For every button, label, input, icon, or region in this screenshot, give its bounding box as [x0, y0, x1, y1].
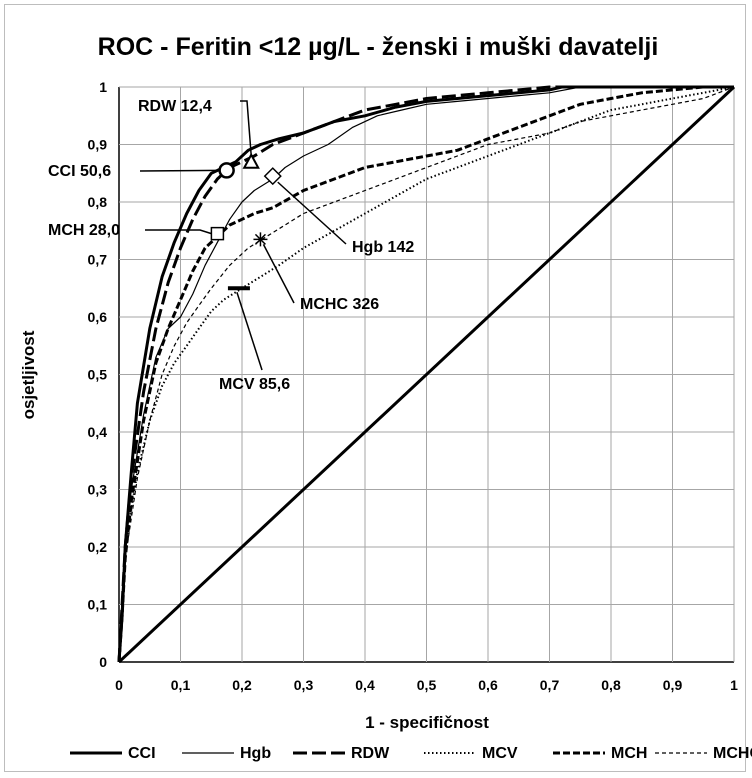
y-tick-label: 0,1 — [88, 597, 108, 613]
annotation-label: RDW 12,4 — [138, 98, 212, 115]
x-tick-label: 0,9 — [663, 677, 683, 693]
y-tick-label: 0,2 — [88, 539, 108, 555]
series-mchc — [118, 86, 735, 663]
annotation-leader — [277, 181, 347, 245]
legend: CCI Hgb RDW MCV MCH MCHC — [70, 745, 752, 762]
x-tick-labels: 0 0,1 0,2 0,3 0,4 0,5 0,6 0,7 0,8 0,9 1 — [115, 677, 738, 693]
chart-title: ROC - Feritin <12 µg/L - ženski i muški … — [98, 33, 659, 61]
x-tick-label: 0,1 — [171, 677, 191, 693]
legend-label-mchc: MCHC — [713, 745, 752, 762]
y-tick-label: 0,8 — [88, 194, 108, 210]
y-tick-label: 0,5 — [88, 367, 108, 383]
annotation-leader — [145, 229, 212, 235]
y-tick-label: 0,9 — [88, 137, 108, 153]
annotation-label: MCH 28,0 — [48, 222, 120, 239]
y-tick-label: 0,6 — [88, 309, 108, 325]
marker-circle — [218, 162, 235, 179]
annotation-label: Hgb 142 — [352, 239, 414, 256]
annotation-label: MCV 85,6 — [219, 376, 290, 393]
x-tick-label: 0 — [115, 677, 123, 693]
x-tick-label: 0,8 — [601, 677, 621, 693]
grid — [118, 86, 735, 663]
x-axis-label: 1 - specifičnost — [365, 713, 489, 732]
series-cci — [117, 85, 734, 663]
annotation-leader — [240, 100, 252, 156]
y-tick-label: 0,4 — [88, 424, 108, 440]
marker-star — [253, 232, 268, 247]
marker-diamond — [263, 167, 282, 186]
x-tick-label: 0,3 — [294, 677, 314, 693]
annotation-label: CCI 50,6 — [48, 163, 111, 180]
cutoff-markers — [210, 152, 282, 291]
series-mch — [117, 85, 734, 663]
annotation-label: MCHC 326 — [300, 296, 379, 313]
series-diagonal — [117, 85, 736, 664]
annotation-leader — [236, 292, 263, 371]
y-tick-label: 0 — [99, 654, 107, 670]
chart-frame — [4, 4, 746, 772]
y-axis-label: osjetljivost — [19, 330, 38, 419]
y-tick-label: 1 — [99, 79, 107, 95]
legend-label-rdw: RDW — [351, 745, 390, 762]
series-mcv — [118, 86, 735, 663]
x-tick-label: 0,6 — [478, 677, 498, 693]
legend-label-mcv: MCV — [482, 745, 518, 762]
marker-square — [210, 226, 225, 241]
y-tick-labels: 0 0,1 0,2 0,3 0,4 0,5 0,6 0,7 0,8 0,9 1 — [88, 79, 108, 670]
y-tick-label: 0,3 — [88, 482, 108, 498]
annotation-leader — [262, 244, 295, 304]
annotations: RDW 12,4 CCI 50,6 MCH 28,0 Hgb 142 MCHC 326 M… — [48, 98, 414, 393]
y-tick-label: 0,7 — [88, 252, 108, 268]
x-tick-label: 0,5 — [417, 677, 437, 693]
legend-label-cci: CCI — [128, 745, 156, 762]
x-tick-label: 0,2 — [232, 677, 252, 693]
x-tick-label: 1 — [730, 677, 738, 693]
legend-label-hgb: Hgb — [240, 745, 271, 762]
x-tick-label: 0,7 — [540, 677, 560, 693]
legend-label-mch: MCH — [611, 745, 647, 762]
x-tick-label: 0,4 — [355, 677, 375, 693]
annotation-leader — [139, 169, 220, 172]
marker-triangle — [242, 152, 260, 169]
